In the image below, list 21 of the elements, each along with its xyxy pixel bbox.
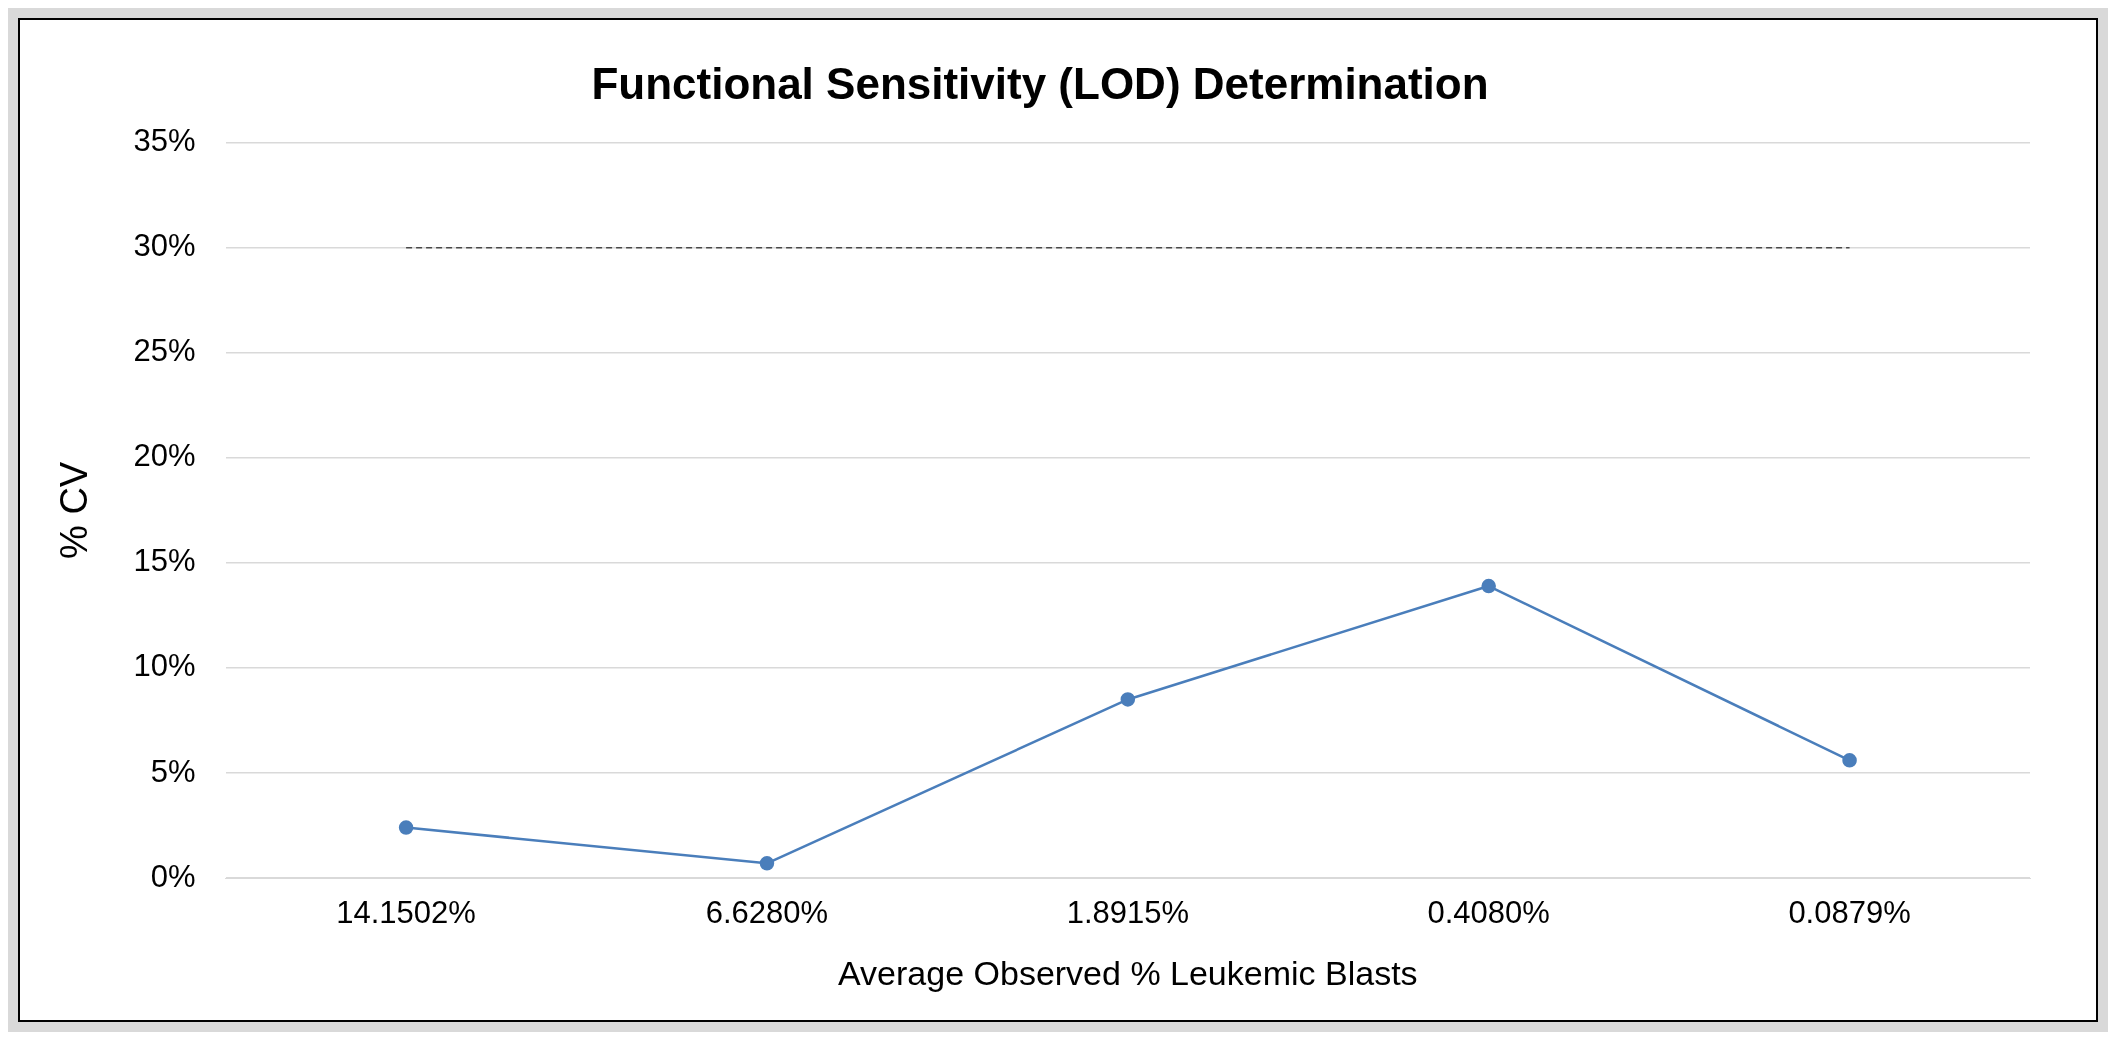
point xyxy=(1842,753,1857,768)
y-tick-label: 0% xyxy=(150,858,196,894)
x-axis-title: Average Observed % Leukemic Blasts xyxy=(838,953,1418,992)
chart-title: Functional Sensitivity (LOD) Determination xyxy=(591,58,1489,108)
x-tick-label: 0.4080% xyxy=(1427,895,1550,931)
y-tick-label: 10% xyxy=(133,648,196,684)
point xyxy=(1481,578,1496,594)
x-tick-label: 14.1502% xyxy=(336,895,476,931)
y-tick-label: 35% xyxy=(133,123,196,159)
y-tick-label: 5% xyxy=(150,753,196,789)
y-tick-label: 15% xyxy=(133,543,196,579)
x-tick-label: 0.0879% xyxy=(1788,895,1911,931)
y-tick-label: 25% xyxy=(133,333,196,369)
point xyxy=(398,820,414,835)
point xyxy=(1120,692,1136,707)
point xyxy=(759,856,775,871)
x-tick-label: 6.6280% xyxy=(705,895,829,931)
y-tick-label: 30% xyxy=(133,228,196,264)
x-tick-label: 1.8915% xyxy=(1066,895,1190,931)
y-axis-title: % CV xyxy=(53,461,96,559)
y-tick-label: 20% xyxy=(133,438,196,474)
